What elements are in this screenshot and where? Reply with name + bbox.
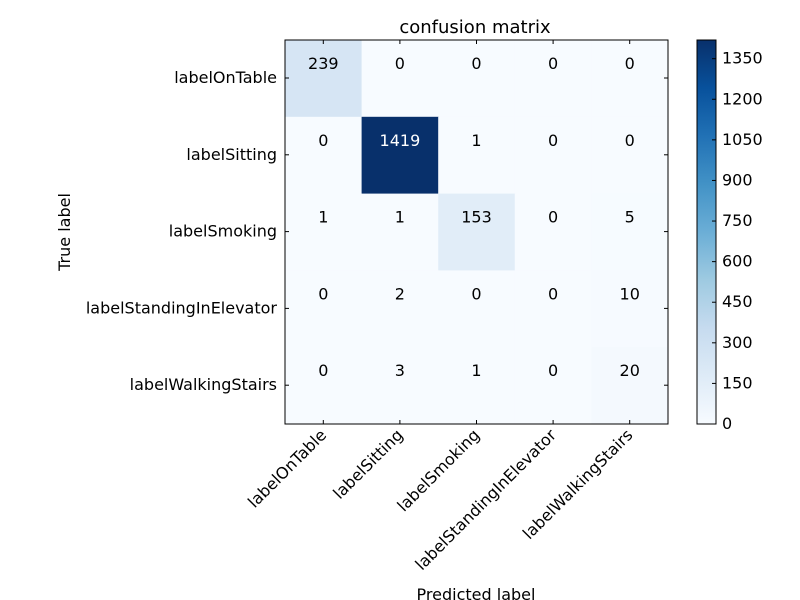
heatmap-cell <box>361 116 439 195</box>
colorbar-tick-label: 1050 <box>722 130 763 149</box>
x-tick-label: labelOnTable <box>244 425 330 511</box>
cell-value-label: 0 <box>625 54 635 73</box>
cell-value-label: 2 <box>395 284 405 303</box>
cell-value-label: 153 <box>461 208 492 227</box>
y-tick-label: labelSmoking <box>169 222 277 241</box>
cell-value-label: 1 <box>318 208 328 227</box>
y-axis-label: True label <box>55 193 74 272</box>
heatmap-cell <box>285 40 363 118</box>
cell-value-label: 3 <box>395 361 405 380</box>
cell-value-label: 0 <box>318 361 328 380</box>
colorbar-tick-label: 1350 <box>722 49 763 68</box>
colorbar <box>696 39 717 425</box>
colorbar-tick-label: 900 <box>722 170 753 189</box>
cell-value-label: 5 <box>625 208 635 227</box>
x-tick-label: labelSitting <box>329 425 406 502</box>
y-tick-label: labelWalkingStairs <box>130 375 277 394</box>
heatmap-cell <box>514 193 592 271</box>
heatmap-cell <box>285 193 363 271</box>
heatmap-cell-labels: 239 0 0 0 00 1419 1 0 01 1 153 0 50 2 0 0 100 3 1 0 20 <box>308 54 640 380</box>
cell-value-label: 20 <box>620 361 640 380</box>
cell-value-label: 0 <box>548 54 558 73</box>
cell-value-label: 1 <box>395 208 405 227</box>
cell-value-label: 10 <box>620 284 640 303</box>
x-axis-label: Predicted label <box>417 585 536 600</box>
heatmap-cell <box>285 270 363 348</box>
heatmap-cell <box>514 116 592 195</box>
heatmap-cell <box>438 116 516 195</box>
cell-value-label: 0 <box>548 131 558 150</box>
x-tick-labels: labelOnTable labelSittinglabelSmokinglabe… <box>244 425 637 574</box>
heatmap-cell <box>514 40 592 118</box>
cell-value-label: 1 <box>471 361 481 380</box>
y-tick-label: labelSitting <box>186 145 277 164</box>
heatmap-cell <box>285 347 363 425</box>
heatmap-cell <box>361 193 439 271</box>
y-tick-label: labelOnTable <box>174 68 277 87</box>
colorbar-tick-label: 0 <box>722 414 732 433</box>
heatmap-cell <box>438 347 516 425</box>
cell-value-label: 1419 <box>380 131 421 150</box>
heatmap-cell <box>591 116 669 195</box>
colorbar-tick-label: 600 <box>722 252 753 271</box>
axis-ticks <box>285 40 668 424</box>
cell-value-label: 0 <box>548 208 558 227</box>
heatmap-cell <box>361 347 439 425</box>
cell-value-label: 0 <box>395 54 405 73</box>
chart-title: confusion matrix <box>399 17 551 38</box>
heatmap-cell <box>591 270 669 348</box>
heatmap-cell <box>514 270 592 348</box>
heatmap-cell <box>361 40 439 118</box>
heatmap-cell <box>285 116 363 195</box>
heatmap-cell <box>438 40 516 118</box>
cell-value-label: 0 <box>625 131 635 150</box>
heatmap-cell <box>438 193 516 271</box>
heatmap-cell <box>591 40 669 118</box>
cell-value-label: 0 <box>471 284 481 303</box>
x-tick-label: labelStandingInElevator <box>411 425 560 574</box>
y-tick-labels: labelOnTable labelSitting labelSmoking labe… <box>86 68 278 394</box>
cell-value-label: 0 <box>318 131 328 150</box>
cell-value-label: 0 <box>548 284 558 303</box>
heatmap-cell <box>438 270 516 348</box>
heatmap-cells <box>285 40 669 425</box>
colorbar-ticks: 0 150 300 450 600 750 900 1050 1200 1350 <box>712 49 763 433</box>
cell-value-label: 239 <box>308 54 339 73</box>
colorbar-tick-label: 1200 <box>722 89 763 108</box>
cell-value-label: 1 <box>471 131 481 150</box>
cell-value-label: 0 <box>548 361 558 380</box>
colorbar-tick-label: 750 <box>722 211 753 230</box>
colorbar-tick-label: 300 <box>722 333 753 352</box>
heatmap-cell <box>361 270 439 348</box>
colorbar-tick-label: 150 <box>722 373 753 392</box>
cell-value-label: 0 <box>318 284 328 303</box>
y-tick-label: labelStandingInElevator <box>86 298 278 317</box>
heatmap-cell <box>591 347 669 425</box>
heatmap-cell <box>514 347 592 425</box>
heatmap-cell <box>591 193 669 271</box>
colorbar-tick-label: 450 <box>722 292 753 311</box>
cell-value-label: 0 <box>471 54 481 73</box>
